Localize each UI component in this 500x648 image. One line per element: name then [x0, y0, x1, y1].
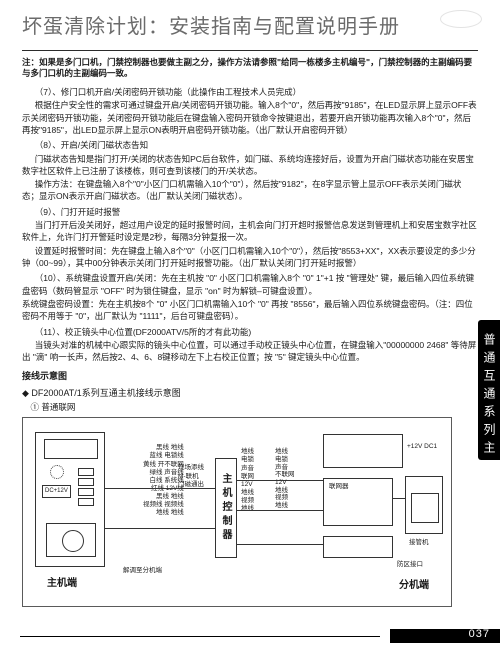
- sec-11-head: （11）、校正镜头中心位置(DF2000ATV/5所的才有此功能): [22, 326, 478, 338]
- instruction-body: （7）、修门口机开启/关闭密码开锁功能（此操作由工程技术人员完成） 根据住户安全…: [22, 86, 478, 364]
- sb-label-net: 联网器: [329, 482, 349, 492]
- sec-10-text1: （10）、系统键盘设置开启/关闭：先在主机按 "0" 小区门口机需输入8个 "0…: [22, 272, 478, 297]
- sb-label-mgr: 接管机: [409, 538, 429, 548]
- diagram-note: 解调至分机端: [123, 566, 162, 576]
- dc-label: DC+12V: [42, 485, 71, 498]
- sec-10-text2: 系统键盘密码设置：先在主机按8个 "0" 小区门口机需输入10个 "0" 再按 …: [22, 298, 478, 323]
- sec-7-head: （7）、修门口机开启/关闭密码开锁功能（此操作由工程技术人员完成）: [22, 86, 478, 98]
- side-tab: 普通互通系列主机: [478, 320, 500, 460]
- note-block: 注：如果是多门口机，门禁控制器也要做主副之分，操作方法请参照"给同一栋楼多主机编…: [22, 57, 478, 80]
- wiring-diagram: DC+12V 主机端 黑线 地线蓝线 电锁线黄线 开不联网绿线 声音线白线 系统…: [22, 417, 452, 607]
- ext-port-label: 防区接口: [397, 560, 423, 570]
- sec-8-text2: 操作方法：在键盘输入8个"0"小区门口机需输入10个"0"），然后按"9182"…: [22, 178, 478, 203]
- page-number: 037: [469, 626, 490, 643]
- diagram-title: 接线示意图: [22, 370, 478, 384]
- page-title: 坏蛋清除计划：安装指南与配置说明手册: [22, 12, 478, 42]
- divider: [22, 50, 478, 51]
- ext-block-right: [405, 476, 443, 534]
- sec-9-text2: 设置延时报警时间：先在键盘上输入8个"0"（小区门口机需输入10个"0"），然后…: [22, 245, 478, 270]
- host-label: 主机端: [47, 576, 77, 591]
- wire-labels-mid: 现场添线M-联机门磁通出: [178, 464, 204, 489]
- ext-block-top: [323, 434, 403, 468]
- controller-box: 主机控制器: [215, 458, 237, 558]
- sec-9-head: （9）、门打开延时报警: [22, 206, 478, 218]
- sec-11-text: 当镜头对准的机械中心跟实际的镜头中心位置，可以通过手动校正镜头中心位置，在键盘输…: [22, 339, 478, 364]
- ext-label: 分机端: [399, 578, 429, 593]
- diagram-subtitle: ◆ DF2000AT/1系列互通主机接线示意图: [22, 387, 478, 401]
- sec-9-text1: 当门打开后没关闭好，超过用户设定的延时报警时间，主机会向门打开超时报警信息发送到…: [22, 219, 478, 244]
- page-footer: 037: [0, 626, 500, 648]
- sb-label-dc: +12V DC1: [407, 442, 437, 452]
- ext-block-bot: [323, 536, 393, 558]
- sub-wire-labels: 地线电锁声音不联网12V地线视频地线: [275, 448, 295, 509]
- host-panel: DC+12V: [35, 432, 105, 567]
- sec-8-text1: 门磁状态告知是指门打开/关闭的状态告知PC后台软件，如门磁、系统均连接好后，设置…: [22, 153, 478, 178]
- sec-7-text: 根据住户安全性的需求可通过键盘开启/关闭密码开锁功能。输入8个"0"，然后再按"…: [22, 99, 478, 136]
- sec-8-head: （8）、开启/关闭门磁状态告知: [22, 139, 478, 151]
- diagram-caption: ① 普通联网: [22, 401, 478, 414]
